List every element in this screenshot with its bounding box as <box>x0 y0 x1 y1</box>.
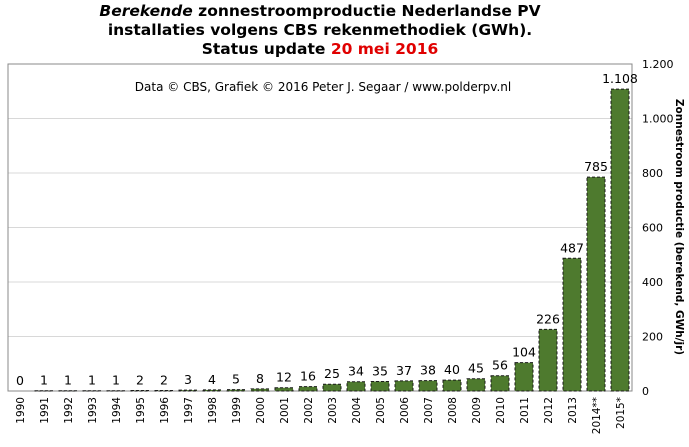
bar <box>586 176 606 392</box>
x-tick-label: 1995 <box>135 397 147 424</box>
title-date: 20 mei 2016 <box>330 40 439 58</box>
title-line3-prefix: Status update <box>201 40 331 58</box>
bars <box>34 88 630 392</box>
data-label: 1 <box>64 373 72 388</box>
bar <box>154 389 174 392</box>
bar <box>130 389 150 392</box>
y-axis-title: Zonnestroom productie (berekend, GWh/jr) <box>673 99 685 355</box>
y-tick-labels: 0 200 400 600 800 1.000 1.200 <box>642 58 674 398</box>
bar <box>442 379 462 392</box>
chart-title: Berekende zonnestroomproductie Nederland… <box>0 2 640 59</box>
x-tick-label: 2012 <box>543 397 555 424</box>
data-label: 3 <box>184 372 192 387</box>
x-tick-label: 2001 <box>279 397 291 424</box>
x-tick-label: 2013 <box>567 397 579 424</box>
data-label: 38 <box>420 363 436 378</box>
bar <box>202 389 222 392</box>
x-tick-label: 2000 <box>255 397 267 424</box>
data-label: 34 <box>348 364 364 379</box>
data-labels: 0 1 1 1 1 2 2 3 4 5 8 12 16 25 34 35 37 38 40 45 56104226487… <box>16 71 638 388</box>
bar <box>538 328 558 392</box>
y-tick-label: 1.000 <box>642 113 674 126</box>
x-tick-label: 2005 <box>375 397 387 424</box>
bar <box>226 389 246 392</box>
x-tick-label: 1998 <box>207 397 219 424</box>
bar <box>418 380 438 392</box>
data-label: 35 <box>372 363 388 378</box>
data-label: 45 <box>468 361 484 376</box>
data-label: 16 <box>300 369 316 384</box>
y-tick-label: 600 <box>642 222 663 235</box>
y-tick-label: 1.200 <box>642 58 674 71</box>
x-tick-label: 2006 <box>399 397 411 424</box>
source-annotation: Data © CBS, Grafiek © 2016 Peter J. Sega… <box>135 80 511 94</box>
x-tick-label: 1991 <box>39 397 51 424</box>
x-tick-label: 1993 <box>87 397 99 424</box>
title-italic-word: Berekende <box>99 2 193 20</box>
x-tick-label: 2010 <box>495 397 507 424</box>
x-tick-label: 2009 <box>471 397 483 424</box>
bar <box>322 383 342 392</box>
plot-frame <box>7 63 633 392</box>
data-label: 4 <box>208 372 216 387</box>
data-label: 1 <box>40 373 48 388</box>
x-tick-label: 1992 <box>63 397 75 424</box>
x-tick-label: 2015* <box>615 397 627 429</box>
bar <box>370 380 390 392</box>
bar <box>298 386 318 392</box>
x-tick-label: 1996 <box>159 397 171 424</box>
x-tick-label: 2002 <box>303 397 315 424</box>
data-label: 0 <box>16 373 24 388</box>
x-tick-label: 1990 <box>15 397 27 424</box>
y-tick-label: 800 <box>642 167 663 180</box>
data-label: 8 <box>256 371 264 386</box>
bar <box>562 257 582 392</box>
data-label: 785 <box>584 159 608 174</box>
x-tick-label: 2007 <box>423 397 435 424</box>
gridlines <box>8 118 632 337</box>
bar <box>178 389 198 392</box>
bar <box>466 378 486 392</box>
bar <box>610 88 630 392</box>
data-label: 1.108 <box>602 71 638 86</box>
data-label: 104 <box>512 345 536 360</box>
bar <box>274 387 294 392</box>
data-label: 2 <box>160 372 168 387</box>
x-tick-label: 1997 <box>183 397 195 424</box>
x-tick-label: 2011 <box>519 397 531 424</box>
data-label: 2 <box>136 372 144 387</box>
title-line2: installaties volgens CBS rekenmethodiek … <box>107 21 533 39</box>
bar <box>346 381 366 392</box>
data-label: 56 <box>492 358 508 373</box>
title-line1: zonnestroomproductie Nederlandse PV <box>192 2 541 20</box>
x-tick-label: 2008 <box>447 397 459 424</box>
data-label: 37 <box>396 363 412 378</box>
x-tick-labels: 1990 1991 1992 1993 1994 1995 1996 1997 1998 1999… <box>15 397 627 435</box>
y-tick-label: 400 <box>642 276 663 289</box>
x-tick-label: 2014** <box>591 397 603 434</box>
bar <box>514 362 534 392</box>
x-tick-label: 1994 <box>111 397 123 424</box>
bar <box>250 388 270 392</box>
data-label: 12 <box>276 370 292 385</box>
y-tick-label: 0 <box>642 385 649 398</box>
data-label: 25 <box>324 366 340 381</box>
bar <box>490 375 510 392</box>
data-label: 5 <box>232 372 240 387</box>
y-tick-label: 200 <box>642 331 663 344</box>
data-label: 40 <box>444 362 460 377</box>
data-label: 226 <box>536 311 560 326</box>
data-label: 1 <box>112 373 120 388</box>
x-tick-label: 2004 <box>351 397 363 424</box>
x-tick-label: 1999 <box>231 397 243 424</box>
bar <box>394 380 414 392</box>
x-tick-label: 2003 <box>327 397 339 424</box>
data-label: 487 <box>560 240 584 255</box>
data-label: 1 <box>88 373 96 388</box>
